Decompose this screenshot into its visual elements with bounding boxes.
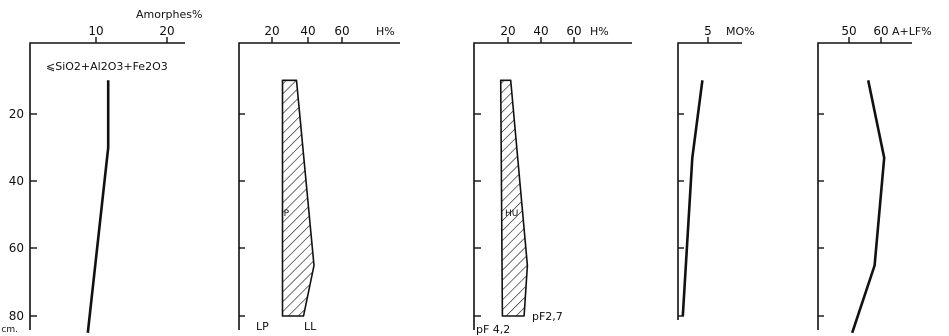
composition-annotation: ⩽SiO2+Al2O3+Fe2O3 [46,60,168,73]
depth-unit-label: cm. [1,325,18,335]
x-tick-label: 60 [873,24,888,38]
band-label: IP [281,209,290,219]
axis-frame [677,42,742,320]
depth-tick-label: 40 [9,174,24,188]
axis-frame [238,42,400,330]
water-band [499,79,529,317]
panel-plasticity: 20 40 60 H% IP LP LL [238,24,400,333]
x-unit-label: A+LF% [892,25,932,38]
x-tick-label: 60 [566,24,581,38]
x-unit-label: MO% [726,25,755,38]
panel-mo: 5 MO% [677,24,755,320]
axis-frame [817,42,912,330]
upper-bound-label: pF2,7 [532,310,563,323]
x-tick-label: 20 [159,24,174,38]
x-unit-label: H% [590,25,609,38]
x-tick-label: 50 [841,24,856,38]
depth-tick-label: 60 [9,241,24,255]
x-tick-label: 5 [704,24,712,38]
x-tick-label: 20 [264,24,279,38]
lower-bound-label: LP [256,320,269,333]
x-tick-label: 60 [334,24,349,38]
lower-bound-label: pF 4,2 [476,323,510,336]
panel-water: 20 40 60 H% HU pF2,7 pF 4,2 [473,24,632,336]
x-tick-label: 40 [533,24,548,38]
x-unit-label: H% [376,25,395,38]
upper-bound-label: LL [304,320,317,333]
alf-curve [850,80,886,334]
amorphes-curve [86,80,110,333]
depth-tick-label: 20 [9,107,24,121]
depth-axis: 20 40 60 80 cm. [1,107,24,335]
x-tick-label: 20 [500,24,515,38]
depth-tick-label: 80 [9,309,24,323]
panel-amorphes: 10 20 Amorphes% ⩽SiO2+Al2O3+Fe2O3 [29,8,202,333]
mo-curve [681,80,704,317]
x-tick-label: 10 [88,24,103,38]
x-tick-label: 40 [300,24,315,38]
axis-frame [29,42,185,330]
panel-alf: 50 60 A+LF% [817,24,932,334]
band-label: HU [505,209,518,219]
axis-frame [473,42,632,330]
x-unit-label: Amorphes% [136,8,202,21]
plasticity-band [281,79,315,317]
